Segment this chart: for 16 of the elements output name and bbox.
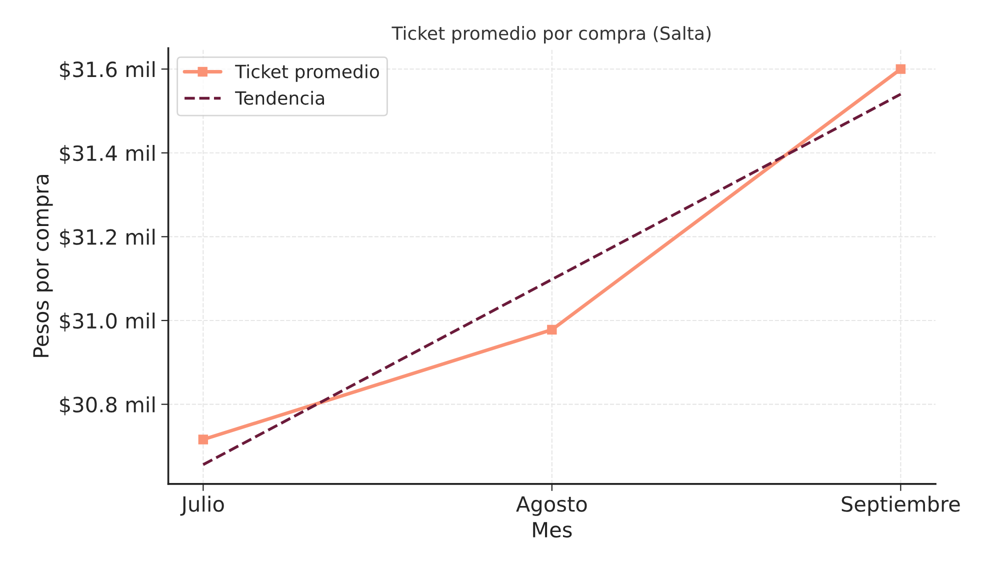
y-tick-label: $31.0 mil <box>60 312 155 332</box>
y-tick-label: $31.4 mil <box>60 144 155 164</box>
x-tick-label: Septiembre <box>842 496 960 516</box>
legend-label: Tendencia <box>235 90 324 105</box>
chart-title: Ticket promedio por compra (Salta) <box>392 26 711 44</box>
legend-label: Ticket promedio <box>235 64 379 82</box>
y-tick-label: $30.8 mil <box>60 396 155 416</box>
y-tick-label: $31.2 mil <box>60 228 155 248</box>
point <box>896 64 906 74</box>
x-axis-title: Mes <box>533 522 572 538</box>
x-tick-label: Julio <box>180 496 224 516</box>
x-tick-label: Agosto <box>516 496 587 516</box>
point <box>198 434 208 444</box>
y-axis-title: Pesos por compra <box>33 174 53 357</box>
y-tick-label: $31.6 mil <box>60 61 155 80</box>
point <box>547 324 557 335</box>
